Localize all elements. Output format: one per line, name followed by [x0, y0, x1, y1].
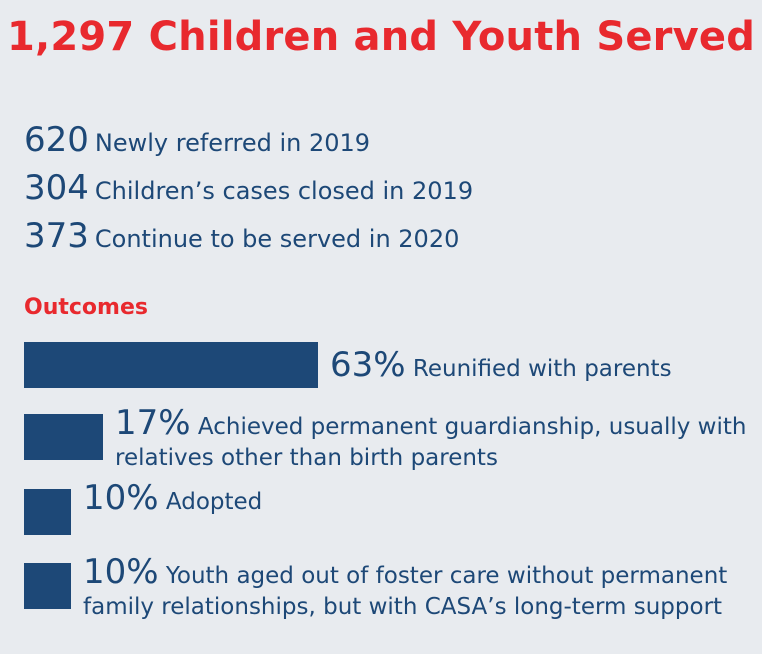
stat-label: Continue to be served in 2020	[94, 225, 460, 253]
stat-label: Newly referred in 2019	[94, 129, 371, 157]
outcome-category-label: Youth aged out of foster care without pe…	[158, 563, 728, 589]
stat-number: 304	[24, 168, 89, 208]
outcome-bar	[24, 414, 103, 460]
page-title: 1,297 Children and Youth Served	[6, 14, 756, 60]
outcome-value-label: 10%	[83, 478, 159, 518]
stats-list: 620 Newly referred in 2019 304 Children’…	[24, 120, 473, 264]
stat-cases-closed: 304 Children’s cases closed in 2019	[24, 168, 473, 216]
outcome-bar	[24, 489, 71, 535]
outcome-bar	[24, 563, 71, 609]
outcome-category-label: Achieved permanent guardianship, usually…	[190, 414, 747, 440]
outcome-text: 17% Achieved permanent guardianship, usu…	[115, 406, 747, 474]
stat-label: Children’s cases closed in 2019	[94, 177, 474, 205]
outcome-category-label: family relationships, but with CASA’s lo…	[83, 594, 723, 620]
outcome-value-label: 17%	[115, 403, 191, 443]
outcome-category-label: Adopted	[158, 489, 263, 515]
outcome-text: 10% Youth aged out of foster care withou…	[83, 555, 728, 623]
stat-number: 373	[24, 216, 89, 256]
outcomes-heading: Outcomes	[24, 295, 148, 320]
outcome-bar	[24, 342, 318, 388]
outcome-value-label: 63%	[330, 345, 406, 385]
stat-number: 620	[24, 120, 89, 160]
outcome-category-label: Reunified with parents	[405, 356, 672, 382]
outcome-text: 10% Adopted	[83, 481, 263, 518]
outcome-value-label: 10%	[83, 552, 159, 592]
outcome-text: 63% Reunified with parents	[330, 348, 672, 385]
outcome-category-label: relatives other than birth parents	[115, 445, 498, 471]
stat-continue-served: 373 Continue to be served in 2020	[24, 216, 473, 264]
stat-newly-referred: 620 Newly referred in 2019	[24, 120, 473, 168]
